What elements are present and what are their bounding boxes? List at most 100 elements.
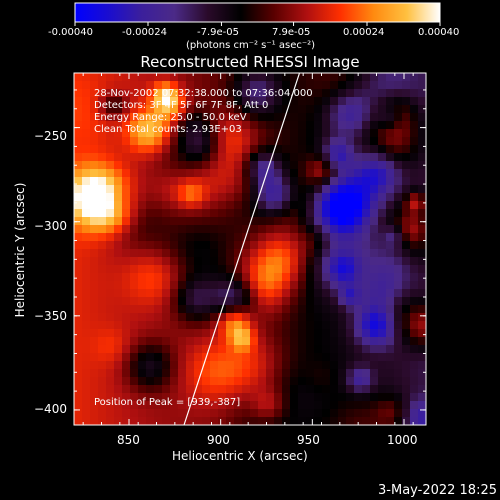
heatmap-cell [162, 89, 171, 98]
heatmap-cell [218, 121, 227, 130]
heatmap-cell [202, 233, 211, 242]
heatmap-cell [258, 185, 267, 194]
heatmap-cell [154, 193, 163, 202]
heatmap-cell [378, 377, 387, 386]
heatmap-cell [178, 225, 187, 234]
heatmap-cell [106, 73, 115, 82]
heatmap-cell [250, 177, 259, 186]
heatmap-cell [418, 169, 427, 178]
heatmap-cell [242, 113, 251, 122]
heatmap-cell [282, 201, 291, 210]
heatmap-cell [130, 129, 139, 138]
heatmap-cell [338, 201, 347, 210]
heatmap-cell [218, 377, 227, 386]
heatmap-cell [74, 361, 83, 370]
heatmap-cell [258, 137, 267, 146]
heatmap-cell [138, 289, 147, 298]
heatmap-cell [234, 265, 243, 274]
heatmap-cell [410, 233, 419, 242]
heatmap-cell [186, 281, 195, 290]
heatmap-cell [162, 361, 171, 370]
heatmap-cell [226, 225, 235, 234]
heatmap-cell [90, 201, 99, 210]
heatmap-cell [74, 73, 83, 82]
heatmap-cell [106, 81, 115, 90]
heatmap-cell [362, 249, 371, 258]
heatmap-cell [322, 385, 331, 394]
heatmap-cell [202, 281, 211, 290]
heatmap-cell [266, 401, 275, 410]
heatmap-cell [250, 369, 259, 378]
heatmap-cell [162, 401, 171, 410]
heatmap-cell [250, 153, 259, 162]
heatmap-cell [394, 209, 403, 218]
heatmap-cell [202, 105, 211, 114]
heatmap-cell [194, 321, 203, 330]
heatmap-cell [154, 105, 163, 114]
heatmap-cell [74, 257, 83, 266]
heatmap-cell [90, 209, 99, 218]
heatmap-cell [306, 153, 315, 162]
heatmap-cell [290, 209, 299, 218]
heatmap-cell [314, 289, 323, 298]
heatmap-cell [362, 153, 371, 162]
heatmap-cell [306, 369, 315, 378]
heatmap-cell [130, 401, 139, 410]
heatmap-cell [146, 177, 155, 186]
heatmap-cell [386, 209, 395, 218]
heatmap-cell [386, 81, 395, 90]
heatmap-cell [82, 177, 91, 186]
heatmap-cell [90, 193, 99, 202]
heatmap-cell [378, 161, 387, 170]
heatmap-cell [130, 249, 139, 258]
heatmap-cell [346, 113, 355, 122]
heatmap-cell [106, 185, 115, 194]
heatmap-cell [186, 241, 195, 250]
heatmap-cell [122, 177, 131, 186]
heatmap-cell [194, 329, 203, 338]
heatmap-cell [98, 385, 107, 394]
heatmap-cell [418, 369, 427, 378]
heatmap-cell [186, 201, 195, 210]
heatmap-cell [82, 121, 91, 130]
heatmap-cell [98, 217, 107, 226]
heatmap-cell [82, 201, 91, 210]
heatmap-cell [402, 121, 411, 130]
heatmap-cell [346, 121, 355, 130]
heatmap-cell [114, 161, 123, 170]
heatmap-cell [306, 97, 315, 106]
heatmap-cell [330, 105, 339, 114]
heatmap-cell [138, 297, 147, 306]
heatmap-cell [218, 409, 227, 418]
heatmap-cell [282, 241, 291, 250]
heatmap-cell [146, 249, 155, 258]
heatmap-cell [226, 297, 235, 306]
heatmap-cell [362, 337, 371, 346]
heatmap-cell [178, 241, 187, 250]
heatmap-cell [330, 217, 339, 226]
heatmap-cell [290, 81, 299, 90]
heatmap-cell [322, 417, 331, 426]
heatmap-cell [82, 417, 91, 426]
heatmap-cell [354, 217, 363, 226]
heatmap-cell [322, 361, 331, 370]
heatmap-cell [106, 329, 115, 338]
heatmap-cell [322, 241, 331, 250]
heatmap-cell [282, 297, 291, 306]
heatmap-cell [362, 297, 371, 306]
heatmap-cell [346, 249, 355, 258]
heatmap-cell [394, 153, 403, 162]
heatmap-cell [298, 313, 307, 322]
heatmap-cell [354, 249, 363, 258]
heatmap-cell [410, 201, 419, 210]
heatmap-cell [242, 361, 251, 370]
heatmap-cell [378, 337, 387, 346]
heatmap-cell [74, 281, 83, 290]
heatmap-cell [114, 177, 123, 186]
heatmap-cell [378, 97, 387, 106]
heatmap-cell [98, 329, 107, 338]
heatmap-cell [394, 169, 403, 178]
heatmap-cell [370, 329, 379, 338]
heatmap-cell [290, 401, 299, 410]
heatmap-cell [402, 297, 411, 306]
